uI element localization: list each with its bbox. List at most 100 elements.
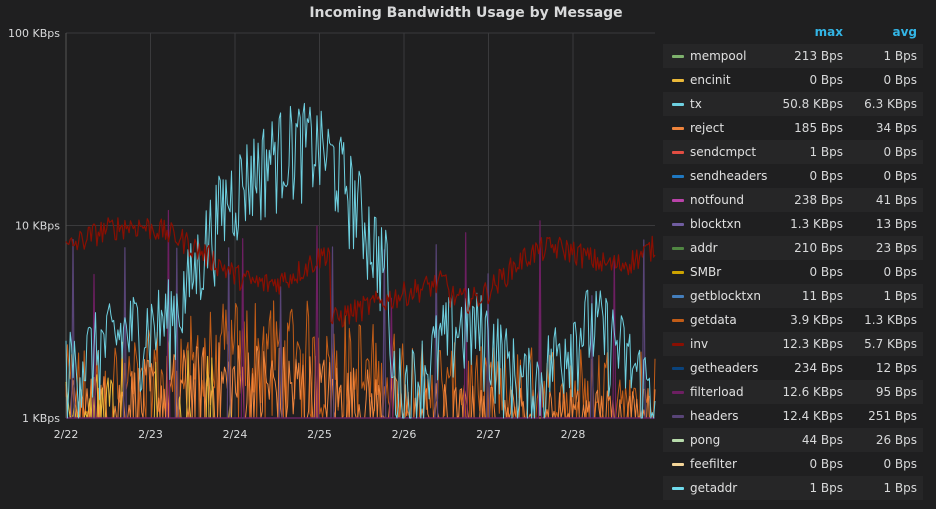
legend-max-value: 238 Bps — [794, 193, 843, 207]
legend-swatch — [672, 127, 684, 130]
legend-series-name: pong — [690, 433, 721, 447]
legend-item-pong[interactable]: pong 44 Bps 26 Bps — [663, 428, 923, 452]
legend-item-sendheaders[interactable]: sendheaders 0 Bps 0 Bps — [663, 164, 923, 188]
legend-series-name: filterload — [690, 385, 744, 399]
legend-max-value: 213 Bps — [794, 49, 843, 63]
legend-item-mempool[interactable]: mempool 213 Bps 1 Bps — [663, 44, 923, 68]
legend-avg-header[interactable]: avg — [892, 25, 917, 39]
legend-max-value: 50.8 KBps — [782, 97, 843, 111]
legend-avg-value: 26 Bps — [875, 433, 917, 447]
legend-max-value: 0 Bps — [809, 169, 843, 183]
legend-series-name: sendcmpct — [690, 145, 757, 159]
y-tick-label: 100 KBps — [8, 27, 60, 40]
legend-item-getblocktxn[interactable]: getblocktxn 11 Bps 1 Bps — [663, 284, 923, 308]
legend: max avg mempool 213 Bps 1 Bps encinit 0 Bps 0… — [663, 20, 923, 500]
legend-swatch — [672, 79, 684, 82]
legend-max-value: 0 Bps — [809, 73, 843, 87]
legend-item-tx[interactable]: tx 50.8 KBps 6.3 KBps — [663, 92, 923, 116]
legend-swatch — [672, 199, 684, 202]
legend-item-encinit[interactable]: encinit 0 Bps 0 Bps — [663, 68, 923, 92]
legend-item-addr[interactable]: addr 210 Bps 23 Bps — [663, 236, 923, 260]
legend-series-name: getblocktxn — [690, 289, 761, 303]
legend-item-filterload[interactable]: filterload 12.6 KBps 95 Bps — [663, 380, 923, 404]
legend-item-getaddr[interactable]: getaddr 1 Bps 1 Bps — [663, 476, 923, 500]
legend-swatch — [672, 463, 684, 466]
legend-avg-value: 0 Bps — [883, 457, 917, 471]
x-tick-label: 2/27 — [476, 428, 501, 441]
legend-series-name: getaddr — [690, 481, 738, 495]
legend-item-blocktxn[interactable]: blocktxn 1.3 KBps 13 Bps — [663, 212, 923, 236]
legend-series-name: reject — [690, 121, 725, 135]
legend-max-value: 3.9 KBps — [790, 313, 843, 327]
legend-avg-value: 12 Bps — [875, 361, 917, 375]
legend-series-name: addr — [690, 241, 718, 255]
legend-series-name: inv — [690, 337, 709, 351]
x-axis-ticks: 2/22 2/23 2/24 2/25 2/26 2/27 2/28 — [54, 428, 586, 441]
legend-item-inv[interactable]: inv 12.3 KBps 5.7 KBps — [663, 332, 923, 356]
legend-swatch — [672, 439, 684, 442]
legend-avg-value: 1 Bps — [883, 481, 917, 495]
legend-series-name: getdata — [690, 313, 737, 327]
legend-swatch — [672, 103, 684, 106]
legend-avg-value: 34 Bps — [875, 121, 917, 135]
legend-max-value: 0 Bps — [809, 457, 843, 471]
legend-avg-value: 0 Bps — [883, 169, 917, 183]
legend-item-headers[interactable]: headers 12.4 KBps 251 Bps — [663, 404, 923, 428]
legend-max-value: 12.3 KBps — [782, 337, 843, 351]
legend-item-notfound[interactable]: notfound 238 Bps 41 Bps — [663, 188, 923, 212]
legend-swatch — [672, 343, 684, 346]
legend-item-getdata[interactable]: getdata 3.9 KBps 1.3 KBps — [663, 308, 923, 332]
legend-max-value: 185 Bps — [794, 121, 843, 135]
legend-max-value: 210 Bps — [794, 241, 843, 255]
series-lines — [65, 102, 656, 419]
x-tick-label: 2/25 — [307, 428, 332, 441]
legend-max-value: 12.4 KBps — [782, 409, 843, 423]
legend-series-name: notfound — [690, 193, 745, 207]
x-tick-label: 2/23 — [138, 428, 163, 441]
legend-max-value: 12.6 KBps — [782, 385, 843, 399]
legend-item-reject[interactable]: reject 185 Bps 34 Bps — [663, 116, 923, 140]
legend-series-name: encinit — [690, 73, 731, 87]
legend-avg-value: 41 Bps — [875, 193, 917, 207]
legend-swatch — [672, 223, 684, 226]
series-line-filterload — [66, 209, 655, 419]
legend-swatch — [672, 391, 684, 394]
legend-item-feefilter[interactable]: feefilter 0 Bps 0 Bps — [663, 452, 923, 476]
legend-swatch — [672, 247, 684, 250]
chart-title: Incoming Bandwidth Usage by Message — [309, 5, 623, 21]
legend-item-SMBr[interactable]: SMBr 0 Bps 0 Bps — [663, 260, 923, 284]
legend-swatch — [672, 55, 684, 58]
legend-series-name: headers — [690, 409, 739, 423]
legend-avg-value: 0 Bps — [883, 265, 917, 279]
legend-max-value: 44 Bps — [801, 433, 843, 447]
legend-max-value: 1.3 KBps — [790, 217, 843, 231]
x-tick-label: 2/28 — [561, 428, 586, 441]
legend-item-sendcmpct[interactable]: sendcmpct 1 Bps 0 Bps — [663, 140, 923, 164]
legend-swatch — [672, 271, 684, 274]
legend-avg-value: 0 Bps — [883, 145, 917, 159]
y-axis-ticks: 100 KBps 10 KBps 1 KBps — [8, 27, 60, 425]
legend-swatch — [672, 151, 684, 154]
legend-avg-value: 251 Bps — [868, 409, 917, 423]
legend-avg-value: 5.7 KBps — [864, 337, 917, 351]
legend-max-header[interactable]: max — [814, 25, 843, 39]
legend-swatch — [672, 319, 684, 322]
legend-swatch — [672, 295, 684, 298]
y-tick-label: 10 KBps — [15, 220, 60, 233]
legend-avg-value: 13 Bps — [875, 217, 917, 231]
x-tick-label: 2/24 — [223, 428, 248, 441]
legend-swatch — [672, 487, 684, 490]
legend-max-value: 1 Bps — [809, 145, 843, 159]
legend-avg-value: 0 Bps — [883, 73, 917, 87]
legend-series-name: mempool — [690, 49, 747, 63]
legend-series-name: feefilter — [690, 457, 737, 471]
legend-avg-value: 95 Bps — [875, 385, 917, 399]
legend-series-name: SMBr — [690, 265, 722, 279]
x-tick-label: 2/26 — [392, 428, 417, 441]
legend-header: max avg — [663, 20, 923, 44]
legend-item-getheaders[interactable]: getheaders 234 Bps 12 Bps — [663, 356, 923, 380]
series-line-getdata — [65, 300, 656, 419]
legend-max-value: 234 Bps — [794, 361, 843, 375]
legend-swatch — [672, 367, 684, 370]
